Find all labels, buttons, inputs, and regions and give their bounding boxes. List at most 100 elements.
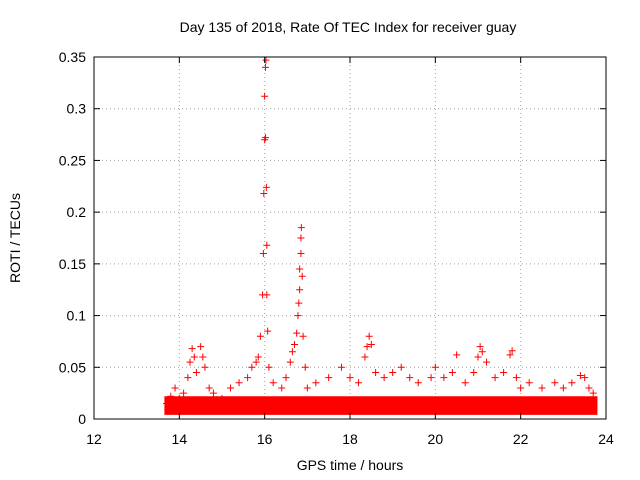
x-axis-ticks: 12 14 16 18 20 22 24 (86, 57, 614, 447)
data-point (262, 183, 270, 191)
data-point (299, 332, 307, 340)
data-point (188, 345, 196, 353)
y-tick-label: 0.25 (59, 152, 86, 168)
data-point (453, 351, 461, 359)
data-point (218, 394, 226, 402)
data-point (474, 353, 482, 361)
chart-title: Day 135 of 2018, Rate Of TEC Index for r… (180, 19, 517, 35)
data-point (180, 389, 188, 397)
scatter-points (163, 56, 597, 407)
data-point (252, 358, 260, 366)
x-tick-label: 12 (86, 431, 102, 447)
x-tick-label: 24 (598, 431, 614, 447)
data-point (461, 379, 469, 387)
data-point (525, 379, 533, 387)
data-point (312, 379, 320, 387)
data-point (470, 368, 478, 376)
data-point (256, 332, 264, 340)
data-point (262, 63, 270, 71)
data-point (205, 384, 213, 392)
data-point (297, 224, 305, 232)
data-point (303, 384, 311, 392)
data-point (282, 374, 290, 382)
data-point (389, 368, 397, 376)
x-tick-label: 22 (513, 431, 529, 447)
x-tick-label: 14 (172, 431, 188, 447)
data-point (264, 327, 272, 335)
data-point (197, 343, 205, 351)
y-tick-label: 0.1 (67, 308, 87, 324)
y-tick-label: 0.2 (67, 204, 87, 220)
y-tick-label: 0.15 (59, 256, 86, 272)
data-point (262, 134, 270, 142)
data-point (235, 379, 243, 387)
data-point (259, 250, 267, 258)
data-point (589, 389, 597, 397)
data-point (397, 363, 405, 371)
data-point (372, 368, 380, 376)
y-tick-label: 0.3 (67, 101, 87, 117)
data-point (227, 384, 235, 392)
data-point (559, 384, 567, 392)
data-point (491, 374, 499, 382)
data-point (184, 374, 192, 382)
data-point (269, 379, 277, 387)
data-point (175, 394, 183, 402)
data-point (500, 368, 508, 376)
data-point (576, 372, 584, 380)
data-point (483, 358, 491, 366)
data-point (294, 312, 302, 320)
x-tick-label: 20 (428, 431, 444, 447)
data-point (171, 384, 179, 392)
data-point (361, 353, 369, 361)
data-point (427, 374, 435, 382)
data-point (163, 399, 171, 407)
data-point (538, 384, 546, 392)
data-point (406, 374, 414, 382)
data-point (254, 353, 262, 361)
data-point (431, 363, 439, 371)
y-axis-ticks: 0 0.05 0.1 0.15 0.2 0.25 0.3 0.35 (59, 49, 606, 427)
data-point (380, 374, 388, 382)
data-point (506, 351, 514, 359)
data-point (301, 363, 309, 371)
data-point (265, 363, 273, 371)
data-point (478, 348, 486, 356)
data-point (288, 348, 296, 356)
data-point (367, 341, 375, 349)
x-axis-label: GPS time / hours (297, 457, 404, 473)
y-tick-label: 0 (78, 411, 86, 427)
data-point (346, 374, 354, 382)
data-point (293, 329, 301, 337)
chart-grid (94, 57, 606, 419)
data-point (414, 379, 422, 387)
y-tick-label: 0.05 (59, 359, 86, 375)
data-point (295, 299, 303, 307)
data-point (508, 347, 516, 355)
data-point (263, 241, 271, 249)
data-point (363, 343, 371, 351)
y-axis-label: ROTI / TECUs (7, 193, 23, 283)
data-point (278, 384, 286, 392)
data-point (337, 363, 345, 371)
noise-band-fill (164, 396, 598, 415)
data-point (448, 368, 456, 376)
data-point (298, 272, 306, 280)
data-point (517, 384, 525, 392)
data-point (167, 392, 175, 400)
data-point (297, 250, 305, 258)
data-point (260, 190, 268, 198)
noise-band (164, 396, 598, 415)
data-point (201, 363, 209, 371)
data-point (186, 358, 194, 366)
data-point (297, 234, 305, 242)
data-point (291, 341, 299, 349)
data-point (568, 379, 576, 387)
data-point (440, 374, 448, 382)
data-point (512, 374, 520, 382)
data-point (325, 374, 333, 382)
data-point (585, 384, 593, 392)
data-point (296, 286, 304, 294)
data-point (365, 332, 373, 340)
